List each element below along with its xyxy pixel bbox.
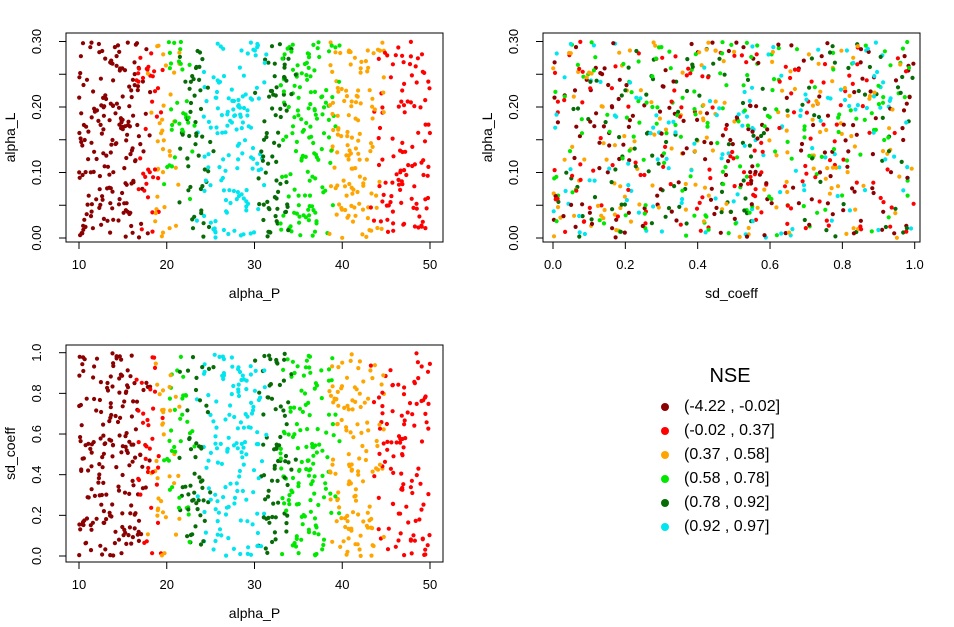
legend-title: NSE: [709, 365, 751, 387]
svg-text:1.0: 1.0: [906, 257, 924, 272]
svg-text:0.10: 0.10: [29, 160, 44, 185]
svg-text:0.20: 0.20: [506, 94, 521, 119]
svg-text:20: 20: [160, 577, 174, 592]
legend-entry-label: (-0.02 , 0.37]: [684, 422, 775, 439]
panel-alphaL-vs-alphaP: 10 20 30 40 50 0.00 0.10 0.20 0.30 alpha_P alpha_L: [0, 0, 477, 313]
svg-text:30: 30: [247, 257, 261, 272]
svg-text:0.0: 0.0: [29, 547, 44, 565]
svg-text:0.4: 0.4: [689, 257, 707, 272]
svg-text:sd_coeff: sd_coeff: [2, 427, 18, 480]
svg-text:50: 50: [423, 257, 437, 272]
svg-text:0.4: 0.4: [29, 466, 44, 484]
svg-text:0.8: 0.8: [833, 257, 851, 272]
svg-text:0.30: 0.30: [29, 29, 44, 54]
svg-text:0.2: 0.2: [29, 506, 44, 524]
svg-text:alpha_L: alpha_L: [2, 112, 18, 162]
nse-legend: NSE (-4.22 , -0.02] (-0.02 , 0.37] (0.37…: [477, 313, 954, 627]
legend-dot-orange-icon: [661, 451, 669, 459]
panel-sdcoeff-vs-alphaP: 10 20 30 40 50 0.0 0.2 0.4 0.6 0.8 1.0 alpha_P sd_co…: [0, 313, 477, 627]
svg-text:0.00: 0.00: [29, 225, 44, 250]
svg-text:sd_coeff: sd_coeff: [705, 285, 758, 301]
svg-text:10: 10: [72, 577, 86, 592]
scatter-sdcoeff-vs-alphaP: 10 20 30 40 50 0.0 0.2 0.4 0.6 0.8 1.0 alpha_P sd_co…: [2, 344, 444, 621]
legend-dot-cyan-icon: [661, 523, 669, 531]
svg-text:0.8: 0.8: [29, 384, 44, 402]
legend-dot-darkred-icon: [661, 403, 669, 411]
svg-text:0.30: 0.30: [506, 29, 521, 54]
svg-text:alpha_P: alpha_P: [229, 605, 280, 621]
legend-dot-green-icon: [661, 475, 669, 483]
panel-alphaL-vs-sdcoeff: 0.0 0.2 0.4 0.6 0.8 1.0 0.00 0.10 0.20 0.30 sd_coe…: [477, 0, 954, 313]
legend-entry: (0.37 , 0.58]: [661, 443, 769, 467]
svg-text:50: 50: [423, 577, 437, 592]
svg-text:20: 20: [160, 257, 174, 272]
legend-entry: (0.78 , 0.92]: [661, 491, 769, 515]
svg-text:0.0: 0.0: [544, 257, 562, 272]
svg-text:40: 40: [335, 257, 349, 272]
svg-text:0.2: 0.2: [616, 257, 634, 272]
legend-entry-label: (0.58 , 0.78]: [684, 470, 770, 487]
svg-text:10: 10: [72, 257, 86, 272]
legend-dot-darkgreen-icon: [661, 499, 669, 507]
svg-text:0.6: 0.6: [29, 425, 44, 443]
svg-text:0.20: 0.20: [29, 94, 44, 119]
svg-text:1.0: 1.0: [29, 344, 44, 362]
svg-text:0.00: 0.00: [506, 225, 521, 250]
svg-text:40: 40: [335, 577, 349, 592]
legend-entry-label: (0.78 , 0.92]: [684, 494, 770, 511]
legend-entry: (0.92 , 0.97]: [661, 515, 769, 539]
legend-entry: (-0.02 , 0.37]: [661, 419, 775, 443]
legend-entry-label: (0.92 , 0.97]: [684, 518, 770, 535]
svg-text:0.6: 0.6: [761, 257, 779, 272]
legend-entry-label: (0.37 , 0.58]: [684, 446, 770, 463]
legend-dot-red-icon: [661, 427, 669, 435]
scatter-alphaL-vs-alphaP: 10 20 30 40 50 0.00 0.10 0.20 0.30 alpha_P alpha_L: [2, 29, 444, 301]
legend-entry-label: (-4.22 , -0.02]: [684, 398, 781, 415]
svg-text:alpha_L: alpha_L: [479, 112, 495, 162]
scatter-alphaL-vs-sdcoeff: 0.0 0.2 0.4 0.6 0.8 1.0 0.00 0.10 0.20 0.30 sd_coe…: [479, 29, 924, 301]
legend-entry: (-4.22 , -0.02]: [661, 395, 780, 419]
svg-text:30: 30: [247, 577, 261, 592]
legend-entry: (0.58 , 0.78]: [661, 467, 769, 491]
svg-text:alpha_P: alpha_P: [229, 285, 280, 301]
svg-text:0.10: 0.10: [506, 160, 521, 185]
